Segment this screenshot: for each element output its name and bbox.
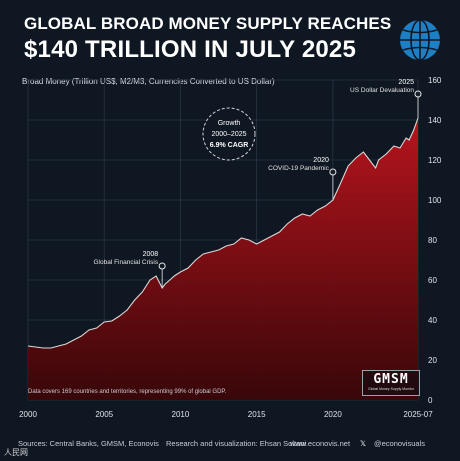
x-tick-label: 2010 [172,410,190,419]
annotation-marker [329,168,337,176]
annotation-text: COVID-19 Pandemic [268,165,329,172]
y-tick-label: 100 [428,196,442,205]
annotation-year: 2025 [398,79,414,86]
annotation-year: 2020 [313,157,329,164]
y-tick-label: 40 [428,316,437,325]
gmsm-title: GMSM [373,372,409,387]
watermark-text: 人民网 [4,448,28,457]
y-tick-label: 20 [428,356,437,365]
money-supply-line [27,117,419,349]
x-tick-label: 2020 [324,410,342,419]
footer-sources: Sources: Central Banks, GMSM, Econovis [18,439,159,448]
footer-credit: Research and visualization: Ehsan Soltan… [166,439,307,448]
x-tick-label: 2015 [248,410,266,419]
x-logo-icon[interactable]: 𝕏 [360,439,367,448]
y-tick-label: 120 [428,156,442,165]
watermark-logo: 人民网 [4,447,28,458]
annotation-marker [158,262,166,270]
y-tick-label: 160 [428,76,442,85]
growth-callout: Growth 2000–2025 6.9% CAGR [202,107,256,161]
y-tick-label: 0 [428,396,433,405]
y-tick-label: 60 [428,276,437,285]
growth-line-2: 2000–2025 [211,131,246,138]
footer-website[interactable]: www.econovis.net [290,439,351,448]
money-supply-area [28,118,418,400]
title-line-1: GLOBAL BROAD MONEY SUPPLY REACHES [24,14,392,33]
x-tick-label: 2005 [95,410,113,419]
y-tick-label: 80 [428,236,437,245]
growth-line-1: Growth [218,120,241,127]
coverage-note: Data covers 169 countries and territorie… [28,389,227,395]
y-tick-label: 140 [428,116,442,125]
gmsm-badge: GMSM Global Money Supply Monitor [362,370,420,396]
gmsm-subtitle: Global Money Supply Monitor [368,387,414,391]
globe-icon [400,19,440,61]
x-tick-label: 2000 [19,410,37,419]
title-line-2: $140 TRILLION IN JULY 2025 [24,36,357,63]
growth-line-3: 6.9% CAGR [210,142,249,149]
footer-handle[interactable]: @econovisuals [374,439,425,448]
chart-subtitle: Broad Money (Trillion US$, M2/M3, Curren… [22,77,275,86]
x-tick-label-last: 2025-07 [403,410,433,419]
annotation-marker [414,90,422,98]
annotation-text: US Dollar Devaluation [350,87,414,94]
annotation-text: Global Financial Crisis [93,259,158,266]
annotation-year: 2008 [143,251,159,258]
